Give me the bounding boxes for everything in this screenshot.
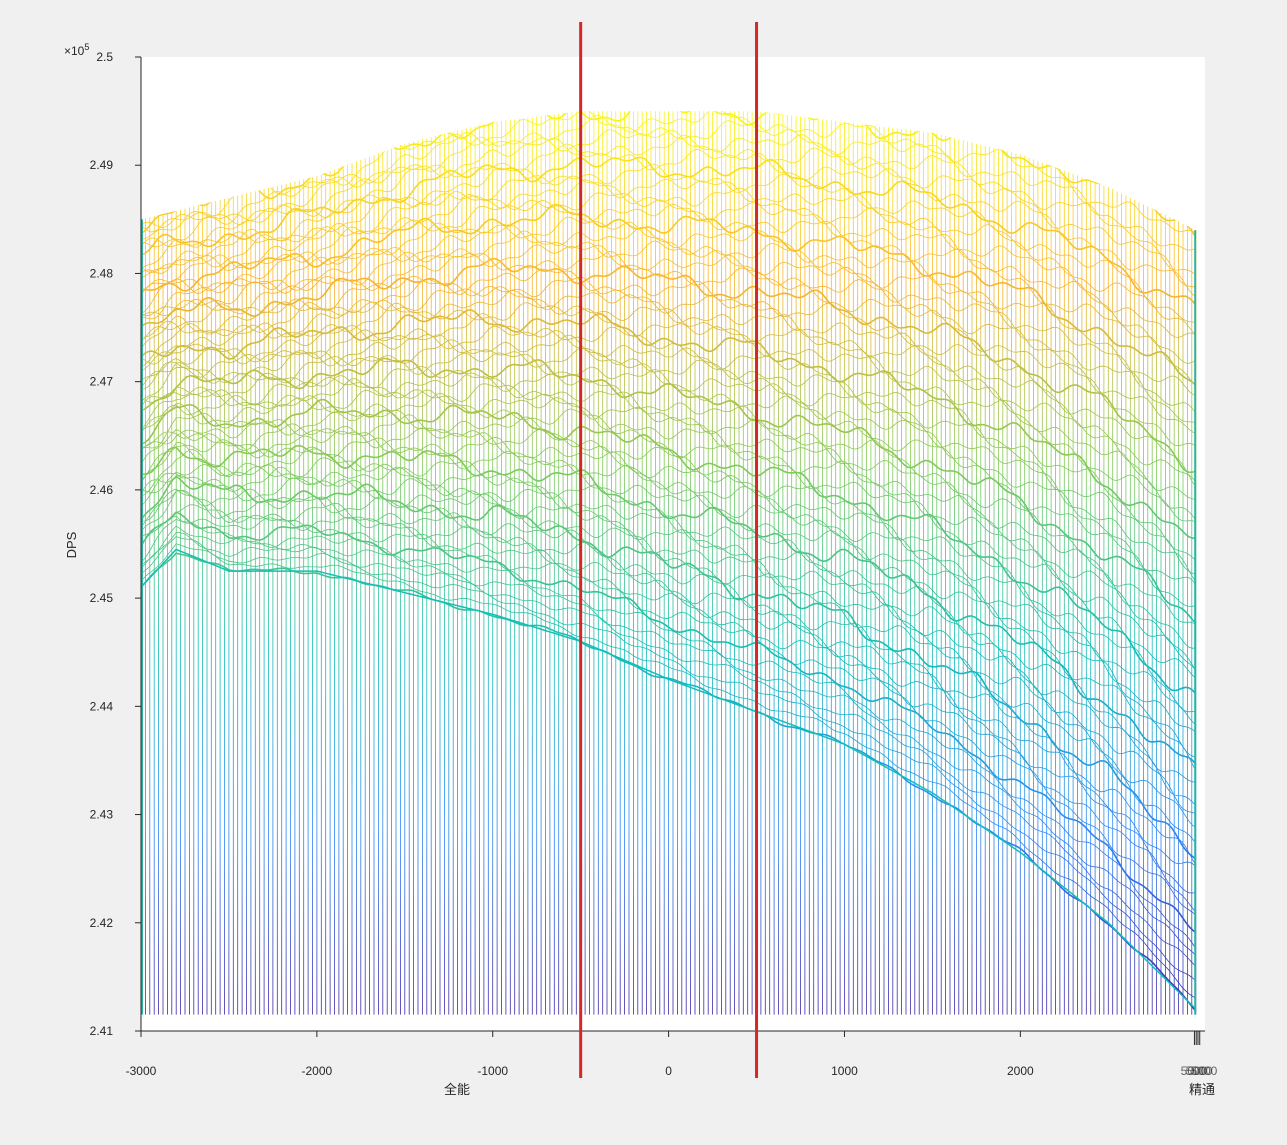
mesh-row-line <box>141 515 1197 916</box>
y-tick-label: 2.5 <box>96 50 113 64</box>
mesh-row-line <box>141 518 1197 950</box>
mesh-row-line <box>141 525 1197 957</box>
x-tick-label-overlap: 5000 <box>1191 1064 1218 1078</box>
mesh-row-line <box>141 378 1197 672</box>
mesh-row-line <box>141 466 1197 828</box>
x-tick-label: 1000 <box>831 1064 858 1078</box>
mesh-row-line <box>141 143 1197 298</box>
x-tick-label-overlap: 5000 <box>1186 1064 1213 1078</box>
mesh-row-line <box>141 414 1197 726</box>
reference-lines <box>579 22 759 1078</box>
mesh-row-line <box>141 357 1197 625</box>
mesh-row-line <box>141 289 1197 521</box>
mesh-row-line <box>141 531 1197 967</box>
mesh-row-line <box>141 313 1197 562</box>
mesh-row-line <box>141 199 1197 386</box>
mesh-row-line <box>141 437 1197 772</box>
y-tick-label: 2.44 <box>90 699 114 713</box>
x-tick-label-overlap: 5000 <box>1181 1064 1208 1078</box>
x-tick-label: -1000 <box>477 1064 508 1078</box>
x-tick-label: -2000 <box>302 1064 333 1078</box>
axes: 2.41 2.42 2.43 2.44 2.45 2.46 2.47 2.48 2.49 2.5 -… <box>90 50 1218 1078</box>
mesh-row-line <box>141 111 1197 235</box>
mesh-row-line <box>141 489 1197 894</box>
x-tick-label: 0 <box>665 1064 672 1078</box>
mesh-row-line <box>141 389 1197 671</box>
mesh-row-line <box>141 536 1197 982</box>
y-tick-label: 2.49 <box>90 158 114 172</box>
mesh-row-line <box>141 472 1197 845</box>
mesh-row-line <box>141 475 1197 860</box>
mesh-row-line <box>141 225 1197 414</box>
mesh-row-line <box>141 449 1197 807</box>
mesh-row-line <box>141 444 1197 766</box>
mesh-row-line <box>141 463 1197 815</box>
mesh-row-line <box>141 114 1197 251</box>
mesh-row-line <box>141 552 1197 1012</box>
y-exponent-label: ×105 <box>64 42 89 58</box>
mesh-row-line <box>141 257 1197 474</box>
y-tick-label: 2.48 <box>90 266 114 280</box>
mesh-row-line <box>141 216 1197 397</box>
mesh-row-line <box>141 423 1197 734</box>
x-tick-label: 2000 <box>1007 1064 1034 1078</box>
mesh-row-line <box>141 135 1197 288</box>
mesh-row-line <box>141 429 1197 758</box>
mesh-row-line <box>141 286 1197 500</box>
mesh-row-line <box>141 203 1197 387</box>
mesh-row-line <box>141 543 1197 999</box>
y-tick-label: 2.46 <box>90 483 114 497</box>
mesh-row-line <box>141 339 1197 586</box>
mesh-row-line <box>141 334 1197 583</box>
mesh-row-line <box>141 175 1197 336</box>
mesh-row-line <box>141 352 1197 607</box>
mesh-row-line <box>141 392 1197 679</box>
mesh-row-line <box>141 129 1197 275</box>
mesh-row-line <box>141 511 1197 934</box>
mesh-row-line <box>141 366 1197 626</box>
mesh-row-line <box>141 230 1197 424</box>
y-tick-label: 2.47 <box>90 375 114 389</box>
y-tick-label: 2.45 <box>90 591 114 605</box>
mesh-row-line <box>141 309 1197 540</box>
y-tick-label: 2.41 <box>90 1024 114 1038</box>
mesh-row-line <box>141 179 1197 338</box>
mesh-front-edge <box>141 548 1197 1010</box>
mesh-row-line <box>141 156 1197 307</box>
x-label-versatility: 全能 <box>444 1082 470 1097</box>
mesh-row-line <box>141 409 1197 713</box>
y-tick-label: 2.43 <box>90 808 114 822</box>
mesh-row-line <box>141 244 1197 434</box>
mesh-row-line <box>141 251 1197 447</box>
x-label-mastery: 精通 <box>1189 1082 1215 1097</box>
y-tick-label: 2.42 <box>90 916 114 930</box>
x-tick-label: -3000 <box>126 1064 157 1078</box>
y-exponent-power: 5 <box>84 42 89 52</box>
mesh-row-line <box>141 302 1197 523</box>
y-axis-label: DPS <box>64 531 79 558</box>
mesh-surface <box>141 111 1197 1015</box>
mesh-row-line <box>141 192 1197 364</box>
mesh-row-line <box>141 325 1197 576</box>
mesh-row-line <box>141 276 1197 484</box>
mesh-row-line <box>141 163 1197 323</box>
